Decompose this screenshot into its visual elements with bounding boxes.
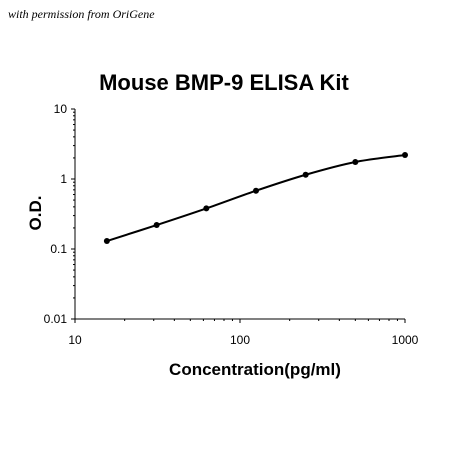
plot-area: 0.01 0.1 1 10 10 100 1000 — [44, 102, 419, 347]
data-point — [103, 238, 110, 245]
data-point — [203, 205, 210, 212]
standard-curve-line — [106, 154, 406, 242]
y-tick-label: 10 — [54, 102, 68, 116]
chart-title: Mouse BMP-9 ELISA Kit — [99, 70, 349, 95]
data-points — [103, 152, 408, 245]
x-tick-label: 100 — [230, 333, 250, 347]
x-tick-label: 10 — [68, 333, 82, 347]
data-point — [402, 152, 408, 159]
y-ticks: 0.01 0.1 1 10 — [44, 102, 75, 326]
x-tick-label: 1000 — [392, 333, 419, 347]
data-point — [252, 187, 259, 194]
y-tick-label: 0.1 — [50, 242, 67, 256]
y-tick-label: 0.01 — [44, 312, 68, 326]
data-point — [352, 158, 359, 165]
x-axis-label: Concentration(pg/ml) — [169, 360, 341, 379]
y-tick-label: 1 — [60, 172, 67, 186]
permission-watermark: with permission from OriGene — [8, 7, 155, 21]
data-point — [302, 171, 309, 178]
data-point — [153, 222, 160, 229]
x-ticks: 10 100 1000 — [68, 319, 419, 347]
y-axis-label: O.D. — [26, 196, 45, 231]
